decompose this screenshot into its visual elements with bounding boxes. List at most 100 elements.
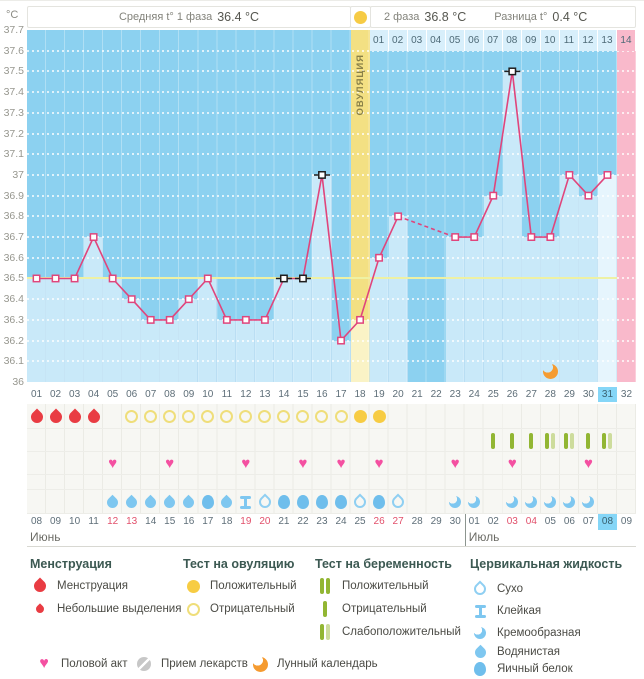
cycle-day-label[interactable]: 11 [221, 389, 233, 400]
calendar-date[interactable]: 04 [525, 516, 537, 527]
cycle-day-label[interactable]: 07 [145, 389, 157, 400]
temp-marker-day-1[interactable] [32, 274, 41, 283]
cycle-day-label[interactable]: 13 [259, 389, 271, 400]
cycle-day-label[interactable]: 27 [525, 389, 537, 400]
temp-marker-day-10[interactable] [203, 274, 212, 283]
cycle-day-label[interactable]: 10 [202, 389, 214, 400]
temp-marker-day-12[interactable] [241, 315, 250, 324]
temp-marker-day-8[interactable] [165, 315, 174, 324]
cycle-day-label[interactable]: 03 [69, 389, 81, 400]
temp-marker-day-13[interactable] [260, 315, 269, 324]
cycle-day-label[interactable]: 21 [411, 389, 423, 400]
cycle-day-label[interactable]: 25 [487, 389, 499, 400]
cycle-day-label[interactable]: 08 [164, 389, 176, 400]
temp-marker-day-9[interactable] [184, 295, 193, 304]
cycle-day-label[interactable]: 02 [49, 389, 62, 400]
phase2-day-cell[interactable]: 13 [597, 30, 617, 51]
calendar-date[interactable]: 12 [107, 516, 119, 527]
calendar-date[interactable]: 26 [373, 516, 385, 527]
cycle-day-label[interactable]: 26 [506, 389, 518, 400]
calendar-date[interactable]: 11 [88, 516, 99, 527]
calendar-date[interactable]: 08 [597, 514, 617, 530]
cycle-day-label[interactable]: 18 [354, 389, 366, 400]
calendar-date[interactable]: 22 [297, 516, 309, 527]
cycle-day-label[interactable]: 32 [620, 389, 633, 400]
calendar-date[interactable]: 08 [30, 516, 43, 527]
cycle-day-label[interactable]: 23 [449, 389, 461, 400]
calendar-date[interactable]: 29 [430, 516, 442, 527]
calendar-date[interactable]: 23 [316, 516, 328, 527]
temp-marker-day-31[interactable] [603, 170, 612, 179]
temp-marker-day-15[interactable] [299, 274, 307, 283]
calendar-date[interactable]: 05 [544, 516, 556, 527]
temp-marker-day-20[interactable] [394, 212, 403, 221]
phase2-day-cell[interactable]: 03 [407, 30, 427, 51]
calendar-date[interactable]: 18 [221, 516, 233, 527]
temp-marker-day-6[interactable] [127, 295, 136, 304]
cycle-day-label[interactable]: 28 [544, 389, 556, 400]
cycle-day-label[interactable]: 17 [335, 389, 347, 400]
temp-marker-day-11[interactable] [222, 315, 231, 324]
calendar-date[interactable]: 03 [506, 516, 518, 527]
temp-marker-day-23[interactable] [451, 233, 460, 242]
temp-marker-day-18[interactable] [356, 315, 364, 324]
cycle-day-label[interactable]: 09 [183, 389, 195, 400]
cycle-day-label[interactable]: 20 [392, 389, 404, 400]
calendar-date[interactable]: 19 [240, 516, 252, 527]
phase2-day-cell[interactable]: 11 [559, 30, 579, 51]
cycle-day-label[interactable]: 06 [126, 389, 138, 400]
phase2-day-cell[interactable]: 02 [388, 30, 408, 51]
phase2-day-cell[interactable]: 08 [502, 30, 522, 51]
phase2-day-cell[interactable]: 04 [426, 30, 446, 51]
calendar-date[interactable]: 20 [259, 516, 271, 527]
phase2-day-cell[interactable]: 14 [616, 30, 636, 51]
temp-marker-day-3[interactable] [70, 274, 79, 283]
cycle-day-label[interactable]: 31 [597, 387, 617, 402]
calendar-date[interactable]: 02 [487, 516, 499, 527]
temp-marker-day-25[interactable] [489, 191, 498, 200]
calendar-date[interactable]: 17 [202, 516, 214, 527]
phase2-day-cell[interactable]: 06 [464, 30, 484, 51]
calendar-date[interactable]: 30 [449, 516, 461, 527]
cycle-day-label[interactable]: 29 [563, 389, 575, 400]
phase2-day-cell[interactable]: 10 [540, 30, 560, 51]
calendar-date[interactable]: 07 [582, 516, 594, 527]
temp-marker-day-5[interactable] [108, 274, 117, 283]
temp-marker-day-7[interactable] [146, 315, 155, 324]
cycle-day-label[interactable]: 05 [107, 389, 119, 400]
calendar-date[interactable]: 14 [145, 516, 157, 527]
cycle-day-label[interactable]: 22 [430, 389, 442, 400]
cycle-day-label[interactable]: 16 [316, 389, 328, 400]
temp-marker-day-24[interactable] [470, 233, 479, 242]
cycle-day-label[interactable]: 15 [297, 389, 309, 400]
phase2-day-cell[interactable]: 01 [369, 30, 389, 51]
temp-marker-day-2[interactable] [51, 274, 60, 283]
temp-marker-day-30[interactable] [584, 191, 593, 200]
phase2-day-cell[interactable]: 05 [445, 30, 465, 51]
temp-marker-day-26[interactable] [508, 67, 517, 76]
calendar-date[interactable]: 13 [126, 516, 138, 527]
calendar-date[interactable]: 28 [411, 516, 423, 527]
temp-marker-day-28[interactable] [546, 233, 555, 242]
calendar-date[interactable]: 09 [620, 516, 633, 527]
calendar-date[interactable]: 16 [183, 516, 195, 527]
temp-marker-day-27[interactable] [527, 233, 536, 242]
cycle-day-label[interactable]: 12 [240, 389, 252, 400]
cycle-day-label[interactable]: 19 [373, 389, 385, 400]
temp-marker-day-17[interactable] [337, 336, 345, 345]
cycle-day-label[interactable]: 30 [582, 389, 594, 400]
calendar-date[interactable]: 06 [563, 516, 575, 527]
cycle-day-label[interactable]: 24 [468, 389, 480, 400]
calendar-date[interactable]: 15 [164, 516, 176, 527]
phase2-day-cell[interactable]: 12 [578, 30, 598, 51]
cycle-day-label[interactable]: 14 [278, 389, 290, 400]
calendar-date[interactable]: 01 [468, 516, 480, 527]
temp-marker-day-16[interactable] [318, 170, 326, 179]
calendar-date[interactable]: 25 [354, 516, 366, 527]
calendar-date[interactable]: 24 [335, 516, 347, 527]
cycle-day-label[interactable]: 04 [88, 389, 100, 400]
temp-marker-day-19[interactable] [375, 253, 384, 262]
cycle-day-label[interactable]: 01 [30, 389, 43, 400]
temp-marker-day-29[interactable] [565, 170, 574, 179]
calendar-date[interactable]: 09 [49, 516, 62, 527]
